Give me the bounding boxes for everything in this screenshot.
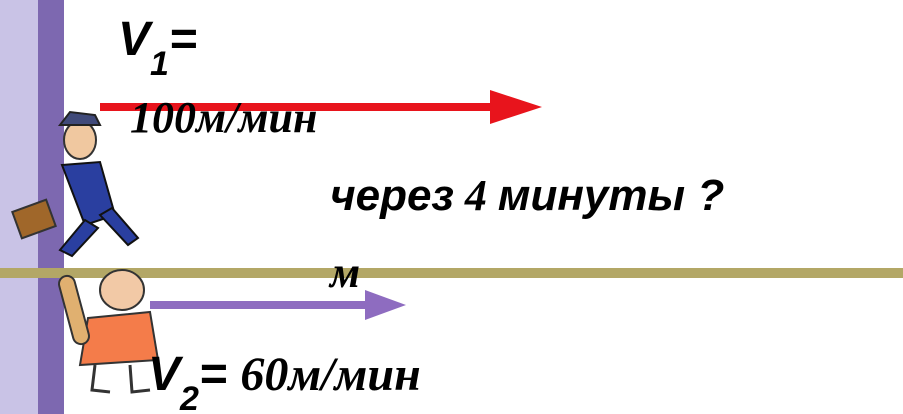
- question-after: минуты ?: [498, 171, 724, 220]
- caveman: [57, 270, 158, 392]
- velocity-1: V1=: [118, 13, 197, 83]
- equals: =: [169, 13, 197, 66]
- velocity-2: V2= 60м/мин: [148, 348, 421, 414]
- equals: =: [199, 348, 227, 401]
- question-before: через: [330, 171, 454, 220]
- page: {"line1": {"symbol": "V", "subscript": "…: [0, 0, 903, 414]
- velocity-1-value: 100м/мин: [130, 93, 317, 142]
- question-number: 4: [464, 171, 487, 220]
- slide: V1= 100м/мин через 4 минуты ? м V2= 60м/…: [0, 0, 903, 414]
- question-unit: м: [328, 248, 360, 297]
- slow-arrow: [150, 290, 406, 320]
- velocity-2-value: 60м/мин: [240, 348, 420, 401]
- question: через 4 минуты ?: [330, 171, 724, 220]
- symbol: V: [148, 348, 184, 401]
- symbol: V: [118, 13, 154, 66]
- subscript: 1: [150, 45, 169, 83]
- subscript: 2: [179, 380, 199, 414]
